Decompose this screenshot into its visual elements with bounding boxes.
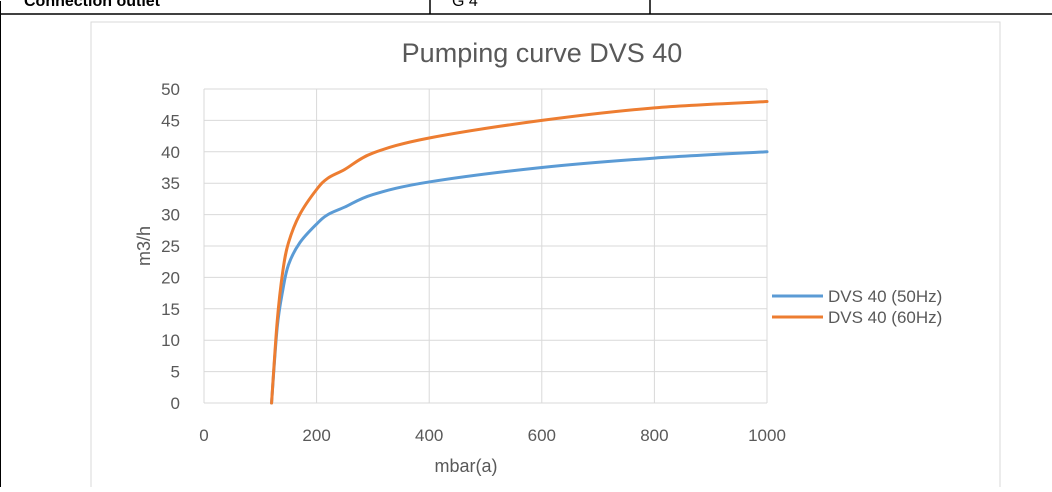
y-tick-label: 25 xyxy=(161,237,180,256)
y-tick-label: 10 xyxy=(161,331,180,350)
table-row-label: Connection outlet xyxy=(24,0,161,10)
series-lines xyxy=(270,100,769,405)
series-line-1 xyxy=(270,100,769,405)
table-row-value: G 4" xyxy=(452,0,483,10)
y-tick-label: 0 xyxy=(171,394,180,413)
y-axis-ticks: 0 5 10 15 20 25 30 35 40 45 50 xyxy=(161,80,180,413)
y-tick-label: 40 xyxy=(161,143,180,162)
x-tick-label: 800 xyxy=(640,426,668,445)
legend-label-1: DVS 40 (60Hz) xyxy=(828,308,942,327)
series-line-0 xyxy=(270,150,769,405)
legend-label-0: DVS 40 (50Hz) xyxy=(828,287,942,306)
x-tick-label: 400 xyxy=(415,426,443,445)
y-tick-label: 35 xyxy=(161,174,180,193)
y-tick-label: 50 xyxy=(161,80,180,99)
y-tick-label: 30 xyxy=(161,206,180,225)
legend: DVS 40 (50Hz) DVS 40 (60Hz) xyxy=(772,287,942,327)
x-axis-label: mbar(a) xyxy=(434,456,497,476)
y-axis-label: m3/h xyxy=(134,226,154,266)
y-tick-label: 20 xyxy=(161,268,180,287)
x-tick-label: 600 xyxy=(528,426,556,445)
y-tick-label: 45 xyxy=(161,111,180,130)
x-tick-label: 0 xyxy=(199,426,208,445)
x-tick-label: 200 xyxy=(302,426,330,445)
y-tick-label: 5 xyxy=(171,363,180,382)
x-tick-label: 1000 xyxy=(748,426,786,445)
gridlines xyxy=(203,88,768,404)
x-axis-ticks: 0 200 400 600 800 1000 xyxy=(199,426,786,445)
y-tick-label: 15 xyxy=(161,300,180,319)
chart-title: Pumping curve DVS 40 xyxy=(402,38,683,68)
chart-area xyxy=(90,21,1001,492)
